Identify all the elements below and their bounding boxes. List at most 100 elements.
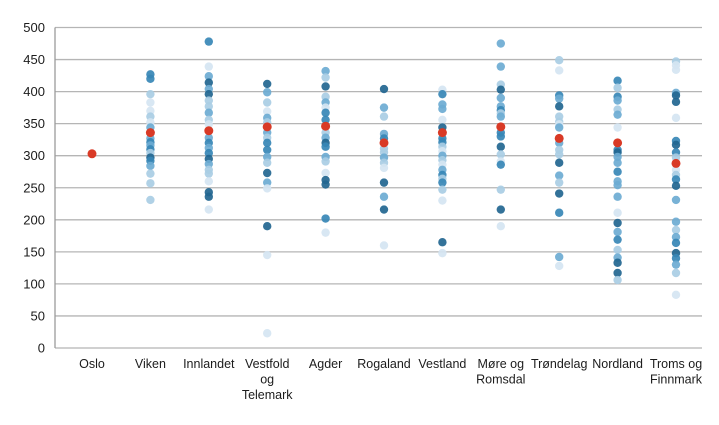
data-point — [379, 103, 389, 112]
data-point — [204, 120, 213, 129]
data-point — [438, 104, 447, 114]
x-axis-label: Troms og — [650, 357, 702, 371]
data-point — [671, 91, 681, 100]
data-point — [613, 180, 622, 190]
data-point — [496, 185, 505, 194]
y-tick-label: 350 — [23, 116, 45, 131]
data-point — [321, 108, 330, 117]
data-point — [613, 167, 622, 176]
data-point — [263, 250, 272, 260]
data-point — [204, 62, 213, 71]
data-point — [496, 39, 505, 48]
data-point — [263, 88, 272, 97]
data-point — [321, 92, 330, 101]
data-point — [204, 78, 213, 87]
data-point — [613, 83, 622, 92]
x-axis-label: Viken — [135, 357, 166, 371]
data-point — [613, 110, 622, 119]
data-point — [379, 205, 389, 214]
mean-point — [613, 138, 623, 148]
data-point — [379, 163, 389, 173]
data-point — [671, 232, 681, 242]
data-point — [204, 205, 213, 214]
data-point — [263, 152, 272, 162]
data-point — [496, 85, 505, 94]
mean-point — [321, 121, 331, 131]
data-point — [263, 79, 272, 89]
data-point — [671, 175, 681, 184]
x-axis-label: Oslo — [79, 357, 105, 371]
y-tick-label: 150 — [23, 244, 45, 259]
mean-point — [379, 138, 389, 148]
x-axis-label: Rogaland — [357, 357, 411, 371]
x-axis-label: Agder — [309, 357, 342, 371]
data-point — [671, 254, 681, 263]
data-point — [496, 132, 505, 141]
data-point — [671, 260, 681, 269]
data-point — [263, 145, 272, 155]
data-point — [321, 115, 330, 125]
mean-point — [145, 128, 155, 138]
mean-point — [262, 122, 272, 132]
data-point — [321, 228, 330, 237]
data-point — [204, 177, 213, 186]
data-point — [204, 37, 213, 46]
data-point — [204, 96, 213, 105]
data-point — [496, 150, 505, 159]
data-point — [671, 290, 681, 299]
data-point — [379, 112, 389, 121]
data-point — [671, 238, 681, 248]
data-point — [671, 195, 681, 205]
data-point — [379, 84, 389, 94]
data-point — [204, 102, 213, 111]
data-point — [321, 82, 330, 91]
data-point — [555, 66, 564, 75]
data-point — [204, 108, 213, 117]
data-point — [613, 275, 622, 285]
data-point — [555, 178, 564, 187]
y-tick-label: 200 — [23, 212, 45, 227]
data-point — [613, 235, 622, 244]
mean-point — [496, 122, 506, 132]
data-point — [555, 171, 564, 180]
data-point — [146, 89, 155, 99]
data-point — [496, 205, 505, 214]
data-point — [146, 98, 155, 107]
data-point — [671, 97, 681, 107]
data-point — [146, 169, 155, 178]
data-point — [671, 225, 681, 235]
x-axis-label: Møre og — [478, 357, 525, 371]
data-point — [321, 214, 330, 223]
data-point — [671, 181, 681, 191]
data-point — [146, 112, 155, 121]
data-point — [204, 159, 213, 169]
data-point — [496, 142, 505, 151]
y-tick-label: 300 — [23, 148, 45, 163]
data-point — [438, 115, 447, 125]
data-point — [613, 218, 622, 228]
data-point — [671, 65, 681, 75]
data-point — [263, 158, 272, 167]
data-point — [613, 152, 622, 162]
data-point — [671, 268, 681, 278]
y-tick-label: 250 — [23, 180, 45, 195]
data-point — [379, 241, 389, 250]
data-point — [555, 123, 564, 132]
data-point — [321, 157, 330, 166]
mean-point — [671, 158, 681, 168]
data-point — [613, 268, 622, 278]
data-point — [204, 148, 213, 158]
x-axis-label: Telemark — [242, 388, 293, 402]
data-point — [496, 222, 505, 231]
data-point — [555, 208, 564, 217]
y-tick-label: 450 — [23, 52, 45, 67]
data-point — [555, 55, 564, 65]
data-point — [146, 74, 155, 83]
y-tick-label: 50 — [31, 308, 45, 323]
mean-point — [554, 133, 564, 143]
y-tick-label: 100 — [23, 276, 45, 291]
data-point — [263, 184, 272, 193]
data-point — [204, 89, 213, 99]
data-point — [613, 123, 622, 132]
data-point — [671, 140, 681, 150]
